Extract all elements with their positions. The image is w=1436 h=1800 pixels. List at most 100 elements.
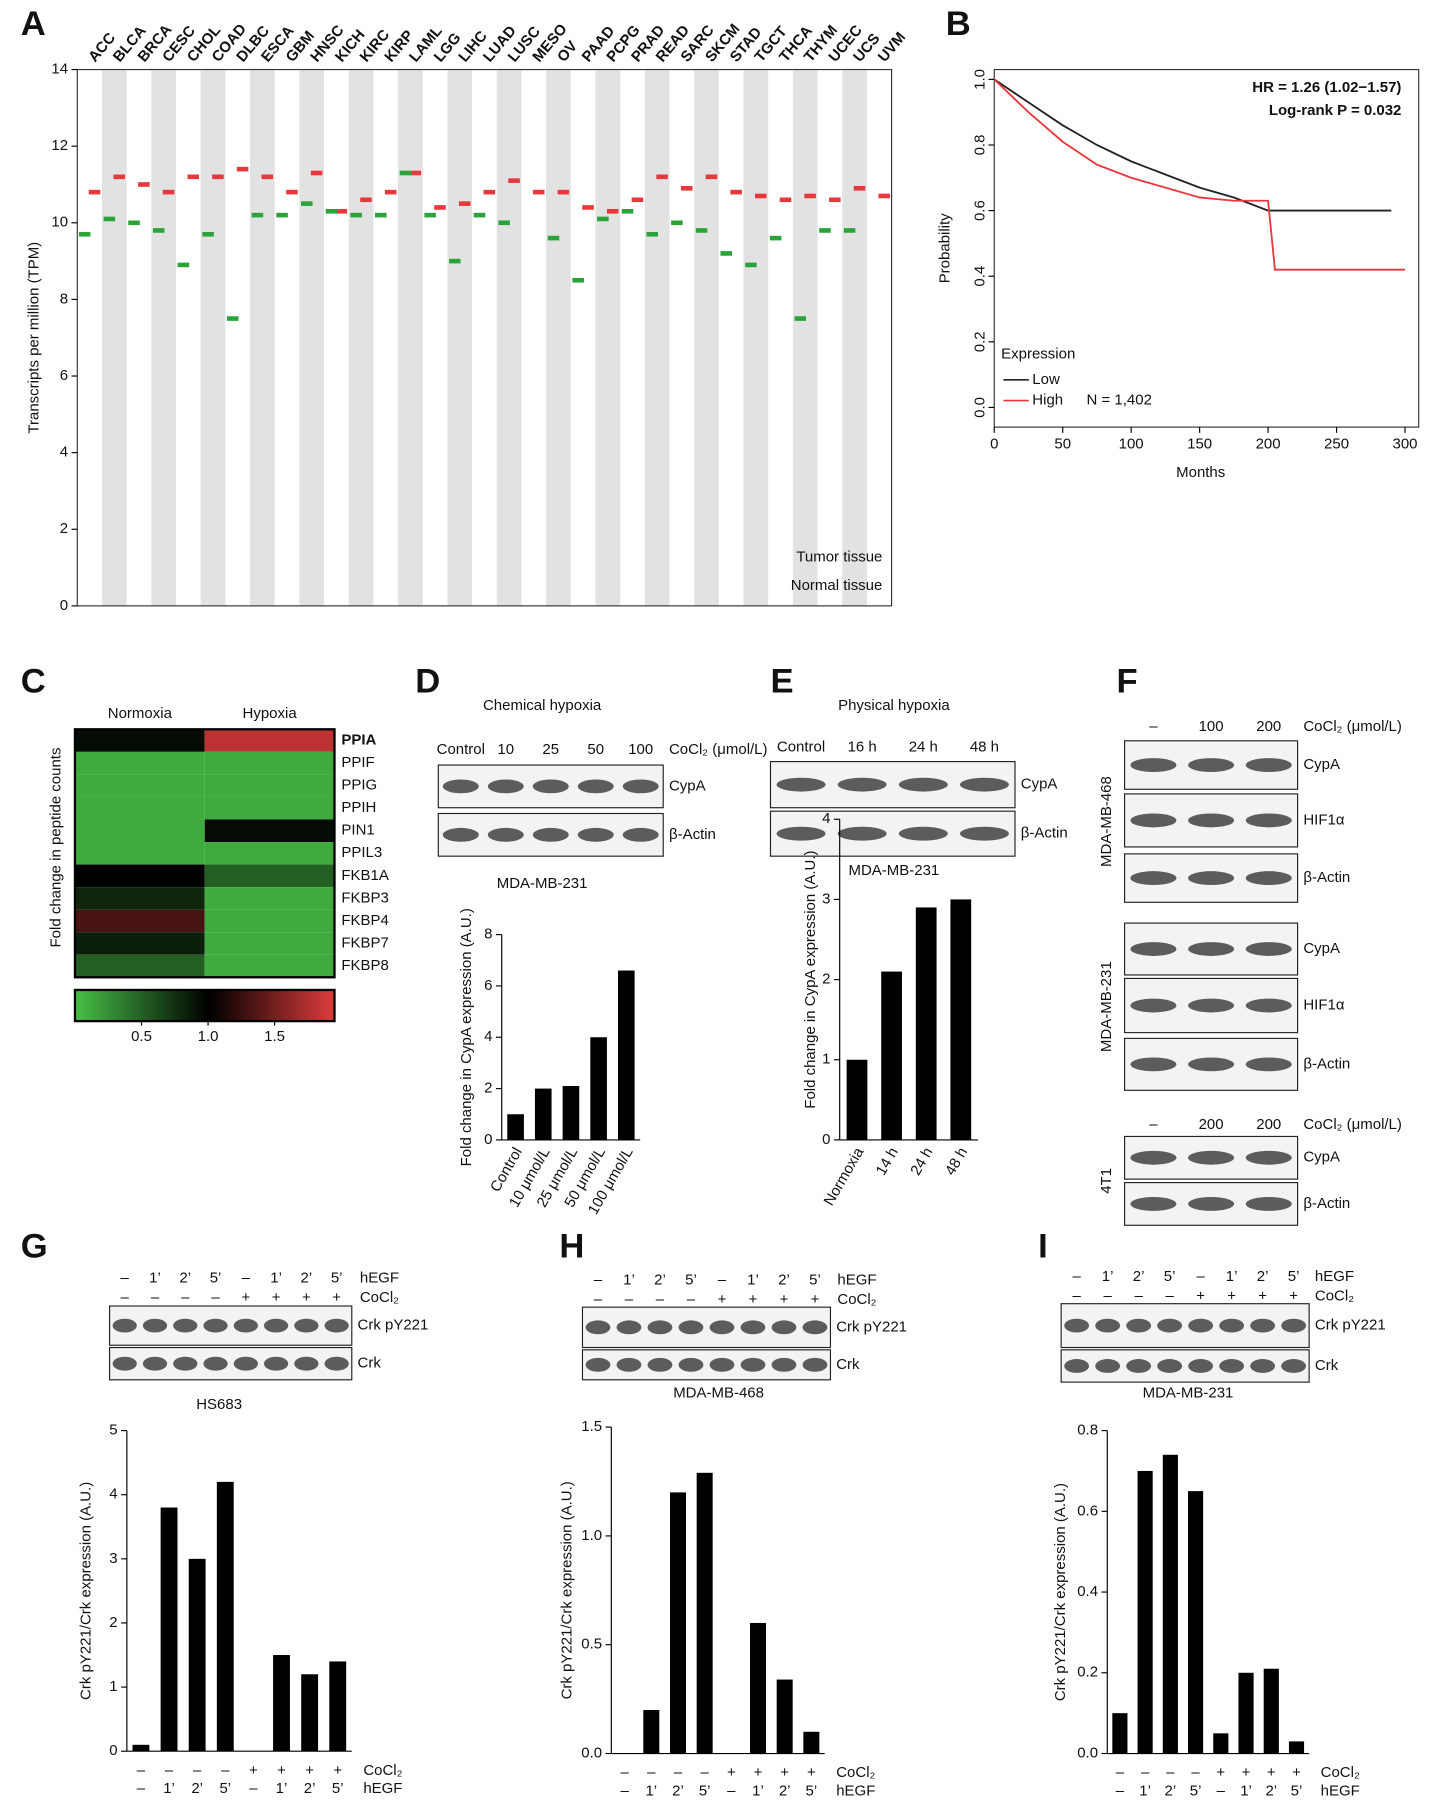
annotation: Log-rank P = 0.032 bbox=[1269, 102, 1402, 119]
header-name: CoCl₂ (μmol/L) bbox=[1303, 1116, 1402, 1133]
band bbox=[1130, 758, 1177, 772]
x-tick-label: Normoxia bbox=[821, 1144, 868, 1209]
heat-cell bbox=[74, 909, 205, 933]
band bbox=[1281, 1359, 1307, 1373]
band-label: CypA bbox=[1021, 776, 1058, 793]
heat-cell bbox=[204, 796, 335, 820]
x-tick-label: – bbox=[674, 1764, 683, 1781]
row-label: FKBP3 bbox=[341, 889, 388, 906]
band bbox=[173, 1356, 198, 1371]
band-label: β-Actin bbox=[1303, 869, 1350, 886]
x-tick-label: + bbox=[1242, 1764, 1251, 1781]
x-tick-label: 2’ bbox=[1265, 1783, 1277, 1800]
lane-label: – bbox=[687, 1291, 696, 1308]
x-axis-label: Months bbox=[1176, 464, 1225, 481]
column-band bbox=[743, 69, 769, 606]
x-row-name: CoCl₂ bbox=[836, 1764, 875, 1781]
bar bbox=[617, 970, 635, 1140]
band bbox=[487, 827, 524, 842]
bar bbox=[669, 1492, 686, 1754]
band bbox=[112, 1356, 137, 1371]
x-tick-label: 50 bbox=[1054, 435, 1071, 452]
x-tick-label: 1’ bbox=[645, 1783, 657, 1800]
bar bbox=[881, 971, 902, 1140]
lane-label: – bbox=[594, 1291, 603, 1308]
band-label: CypA bbox=[1303, 756, 1340, 773]
colorbar-step bbox=[152, 989, 157, 1022]
colorbar-step bbox=[297, 989, 301, 1022]
column-band bbox=[792, 69, 818, 606]
x-tick-label: – bbox=[1217, 1783, 1226, 1800]
colorbar-step bbox=[305, 989, 310, 1022]
colorbar-step bbox=[219, 989, 223, 1022]
y-tick-label: 4 bbox=[822, 810, 830, 827]
panel-letter: A bbox=[21, 5, 46, 43]
colorbar-step bbox=[242, 989, 246, 1022]
x-tick-label: – bbox=[193, 1762, 202, 1779]
colorbar-step bbox=[247, 989, 252, 1022]
lane-label: + bbox=[272, 1289, 281, 1306]
bar bbox=[846, 1059, 868, 1140]
heat-cell bbox=[74, 729, 205, 752]
lane-label: 100 bbox=[628, 741, 653, 758]
y-tick-label: 2 bbox=[60, 520, 68, 537]
band bbox=[802, 1320, 828, 1335]
y-tick-label: 0 bbox=[60, 597, 68, 614]
heat-cell bbox=[74, 887, 205, 910]
column-band bbox=[398, 69, 423, 606]
x-row-name: hEGF bbox=[836, 1783, 875, 1800]
heat-cell bbox=[74, 842, 205, 865]
x-tick-label: + bbox=[333, 1762, 342, 1779]
colorbar-step bbox=[276, 989, 281, 1022]
x-tick-label: 5’ bbox=[1291, 1783, 1303, 1800]
x-tick-label: + bbox=[1267, 1764, 1276, 1781]
row-label: PPIL3 bbox=[341, 844, 382, 861]
header-name: hEGF bbox=[360, 1269, 399, 1286]
band bbox=[1130, 942, 1177, 956]
x-tick-label: + bbox=[754, 1764, 763, 1781]
column-band bbox=[101, 69, 127, 606]
lane-label: 1’ bbox=[623, 1272, 635, 1289]
bar bbox=[301, 1674, 319, 1752]
heat-cell bbox=[204, 819, 335, 843]
blot-title: Physical hypoxia bbox=[838, 697, 950, 714]
column-band bbox=[200, 69, 226, 606]
colorbar-step bbox=[216, 989, 220, 1022]
heat-cell bbox=[204, 842, 335, 865]
colorbar-step bbox=[198, 989, 203, 1022]
y-axis-label: Crk pY221/Crk expression (A.U.) bbox=[1052, 1483, 1069, 1701]
band bbox=[647, 1357, 673, 1372]
band bbox=[442, 779, 479, 794]
band-label: Crk pY221 bbox=[836, 1318, 907, 1335]
colorbar-step bbox=[322, 989, 327, 1022]
y-tick-label: 0 bbox=[109, 1742, 117, 1759]
lane-label: – bbox=[181, 1289, 190, 1306]
colorbar-step bbox=[170, 989, 174, 1022]
column-band bbox=[595, 69, 621, 606]
colorbar-step bbox=[236, 989, 241, 1022]
colorbar-step bbox=[158, 989, 163, 1022]
band-label: Crk pY221 bbox=[1315, 1317, 1386, 1334]
x-row-name: CoCl₂ bbox=[1321, 1764, 1360, 1781]
lane-label: + bbox=[811, 1291, 820, 1308]
column-band bbox=[496, 69, 522, 606]
band bbox=[294, 1318, 319, 1333]
colorbar-step bbox=[129, 989, 134, 1022]
band bbox=[233, 1356, 258, 1371]
y-tick-label: 1.0 bbox=[581, 1527, 602, 1544]
band bbox=[112, 1318, 137, 1333]
band bbox=[577, 827, 614, 842]
bar bbox=[562, 1086, 580, 1140]
x-tick-label: 1’ bbox=[752, 1783, 764, 1800]
colorbar-step bbox=[222, 989, 226, 1022]
lane-label: – bbox=[211, 1289, 220, 1306]
lane-label: + bbox=[1196, 1288, 1205, 1305]
colorbar-step bbox=[181, 989, 186, 1022]
y-axis-label: Fold change in peptide counts bbox=[47, 748, 64, 948]
colorbar-step bbox=[167, 989, 171, 1022]
band-label: β-Actin bbox=[669, 826, 716, 843]
colorbar-step bbox=[253, 989, 258, 1022]
x-row-name: hEGF bbox=[1321, 1783, 1360, 1800]
heat-cell bbox=[204, 751, 335, 775]
x-tick-label: – bbox=[647, 1764, 656, 1781]
